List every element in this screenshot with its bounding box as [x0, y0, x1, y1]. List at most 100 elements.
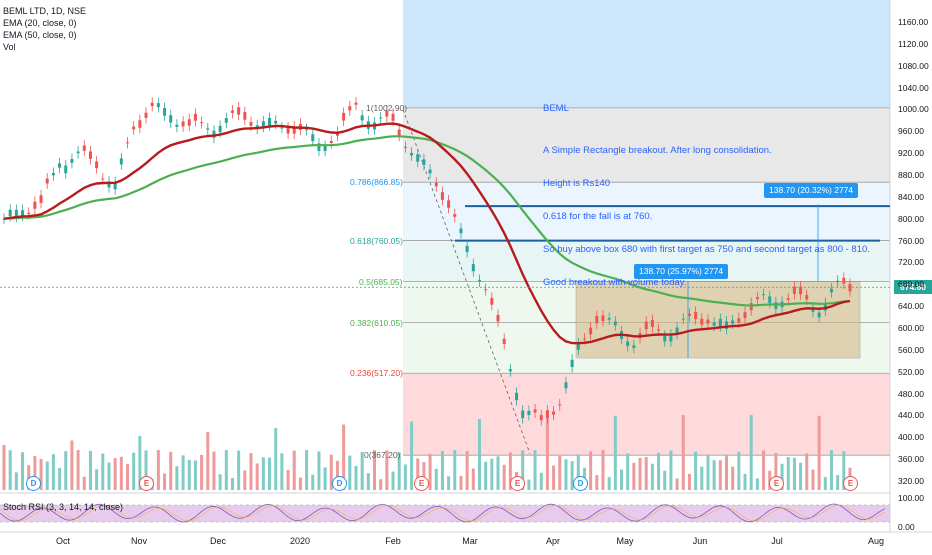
volume-bar — [237, 450, 241, 490]
volume-bar — [329, 454, 333, 490]
candle-body — [323, 145, 327, 152]
volume-bar — [471, 468, 475, 490]
candle-body — [385, 110, 389, 117]
candle-body — [76, 151, 80, 154]
stoch-d-line — [0, 504, 886, 522]
volume-bar — [570, 461, 574, 490]
earnings-badge[interactable]: E — [139, 476, 154, 491]
candle-body — [391, 113, 395, 121]
y-tick-label: 1000.00 — [898, 104, 929, 115]
volume-bar — [95, 469, 99, 490]
candle-body — [706, 319, 710, 324]
ema20-line — [3, 122, 851, 345]
volume-bar — [780, 463, 784, 490]
legend-ema50: EMA (50, close, 0) — [3, 30, 77, 40]
candle-body — [156, 103, 160, 108]
volume-bar — [755, 478, 759, 490]
candle-body — [27, 212, 31, 215]
candle-body — [348, 106, 352, 111]
volume-bar — [749, 415, 753, 490]
x-tick-label: Jul — [771, 536, 783, 546]
candle-body — [490, 297, 494, 305]
candle-body — [533, 409, 537, 413]
candle-body — [607, 318, 611, 320]
volume-bar — [558, 455, 562, 490]
earnings-badge[interactable]: E — [843, 476, 858, 491]
dividend-badge[interactable]: D — [573, 476, 588, 491]
stoch-band — [0, 505, 890, 522]
candle-body — [58, 163, 62, 168]
volume-bar — [39, 459, 43, 490]
volume-bar — [280, 453, 284, 490]
volume-bar — [64, 451, 68, 490]
candle-body — [187, 119, 191, 126]
target-1-label: 138.70 (25.97%) 2774 — [634, 264, 729, 279]
volume-bar — [706, 455, 710, 490]
dividend-badge[interactable]: D — [332, 476, 347, 491]
volume-bar — [261, 457, 265, 490]
volume-bar — [459, 475, 463, 490]
earnings-badge[interactable]: E — [414, 476, 429, 491]
candle-body — [243, 112, 247, 120]
volume-bar — [230, 477, 234, 490]
candle-body — [14, 209, 18, 217]
volume-bar — [360, 451, 364, 490]
volume-bar — [113, 458, 117, 490]
candle-body — [762, 294, 766, 296]
volume-bar — [101, 453, 105, 490]
candle-body — [477, 279, 481, 282]
candle-body — [206, 128, 210, 130]
candle-body — [440, 192, 444, 200]
volume-bar — [175, 466, 179, 490]
earnings-badge[interactable]: E — [769, 476, 784, 491]
candle-body — [403, 146, 407, 148]
volume-bar — [58, 468, 62, 490]
volume-bar — [268, 457, 272, 490]
volume-bar — [650, 463, 654, 490]
volume-bar — [521, 450, 525, 490]
volume-bar — [595, 475, 599, 490]
candle-body — [428, 169, 432, 174]
volume-bar — [14, 472, 18, 490]
earnings-badge[interactable]: E — [510, 476, 525, 491]
candle-body — [8, 209, 12, 217]
candle-body — [799, 286, 803, 295]
volume-bar — [632, 462, 636, 490]
candle-body — [292, 126, 296, 134]
volume-bar — [576, 454, 580, 490]
volume-bar — [255, 463, 259, 490]
volume-bar — [403, 464, 407, 490]
volume-bar — [496, 456, 500, 490]
volume-bar — [817, 415, 821, 490]
x-tick-label: Aug — [867, 536, 885, 546]
volume-bar — [323, 467, 327, 490]
dividend-badge[interactable]: D — [26, 476, 41, 491]
candle-body — [558, 404, 562, 406]
candle-body — [657, 329, 661, 331]
volume-bar — [193, 460, 197, 490]
candle-body — [101, 178, 105, 180]
volume-bar — [836, 475, 840, 490]
candle-body — [132, 126, 136, 130]
fib-label-0.382: 0.382(610.05) — [350, 317, 403, 328]
y-tick-label: 680.00 — [898, 279, 924, 290]
candle-body — [508, 369, 512, 372]
candle-body — [768, 296, 772, 303]
candle-body — [545, 410, 549, 418]
candle-body — [515, 392, 519, 401]
candle-body — [354, 102, 358, 105]
candle-body — [755, 297, 759, 300]
fib-label-1: 1(1002.90) — [366, 102, 408, 113]
candle-body — [286, 127, 290, 134]
y-tick-label: 600.00 — [898, 323, 924, 333]
y-tick-label: 520.00 — [898, 366, 924, 377]
volume-bar — [200, 454, 204, 490]
candle-body — [169, 115, 173, 123]
candle-body — [842, 277, 846, 284]
volume-bar — [156, 450, 160, 490]
volume-bar — [502, 464, 506, 490]
volume-bar — [527, 479, 531, 490]
candle-body — [107, 181, 111, 188]
